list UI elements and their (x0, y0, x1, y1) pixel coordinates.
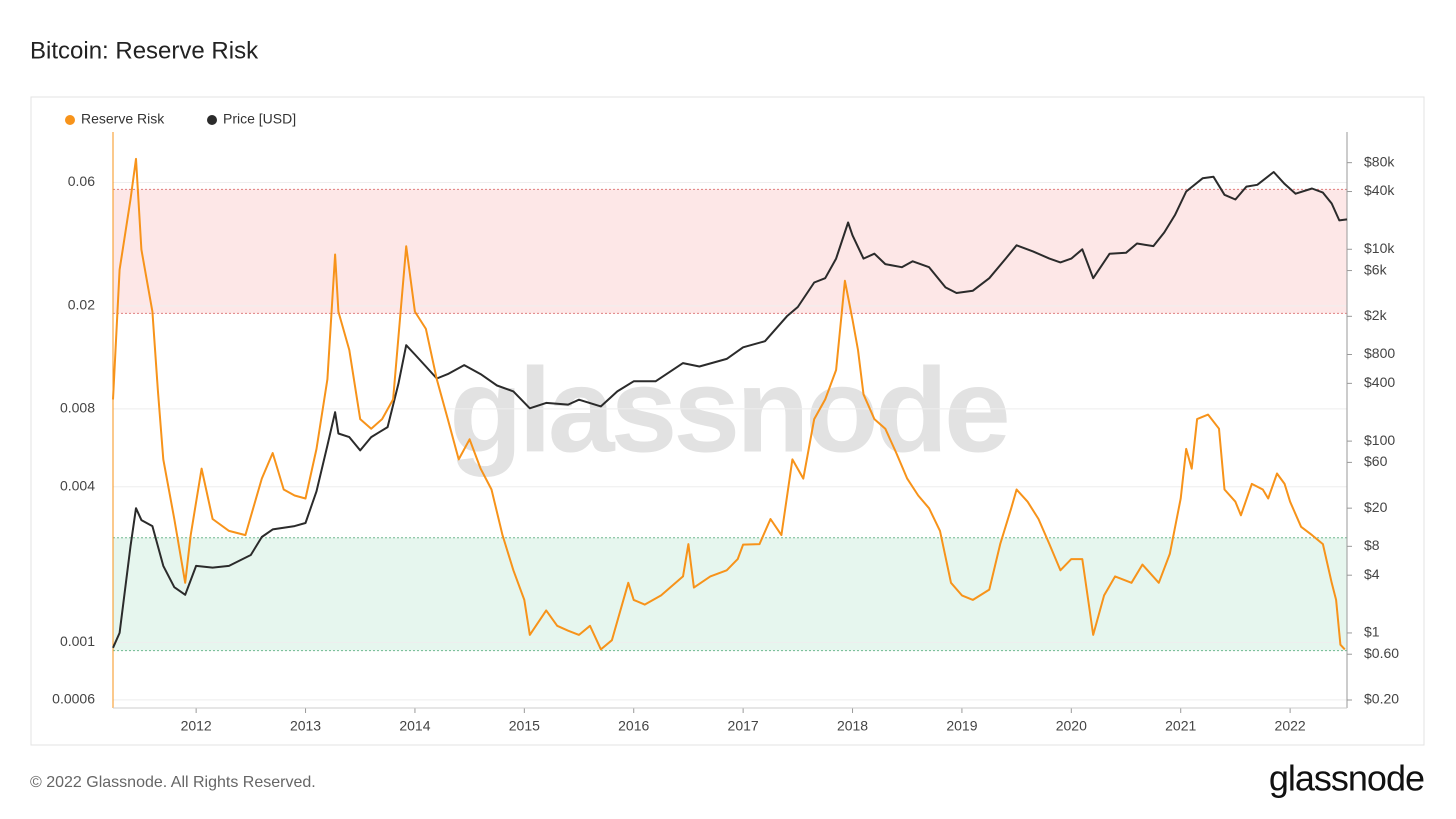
x-tick-label: 2019 (946, 718, 977, 734)
chart-title: Bitcoin: Reserve Risk (30, 37, 259, 64)
legend-item: Price [USD] (207, 111, 296, 127)
series-line (112, 157, 1346, 651)
y2-tick-label: $40k (1364, 182, 1395, 198)
legend-swatch (207, 115, 217, 125)
band (113, 189, 1347, 314)
y2-tick-label: $0.60 (1364, 645, 1399, 661)
x-tick-label: 2021 (1165, 718, 1196, 734)
legend-label: Price [USD] (223, 111, 296, 127)
y2-tick-label: $800 (1364, 345, 1395, 361)
x-tick-label: 2022 (1275, 718, 1306, 734)
x-tick-label: 2018 (837, 718, 868, 734)
x-tick-label: 2015 (509, 718, 540, 734)
y2-tick-label: $80k (1364, 153, 1395, 169)
y2-tick-label: $2k (1364, 307, 1388, 323)
panel-border (30, 96, 1425, 746)
legend-label: Reserve Risk (81, 111, 165, 127)
plot-area: 0.0006 0.001 0.004 0.008 0.02 0.06 $0.20 $0.60 $… (52, 111, 1399, 734)
band (113, 537, 1347, 651)
footer: © 2022 Glassnode. All Rights Reserved. (30, 774, 316, 791)
x-tick-label: 2016 (618, 718, 649, 734)
y2-tick-label: $100 (1364, 432, 1395, 448)
y2-tick-label: $8 (1364, 537, 1380, 553)
watermark: glassnode (449, 344, 1007, 478)
y-tick-label: 0.0006 (52, 691, 95, 707)
y2-tick-label: $10k (1364, 240, 1395, 256)
y-tick-label: 0.008 (60, 400, 95, 416)
series-line (112, 171, 1348, 649)
x-tick-label: 2014 (399, 718, 430, 734)
y-tick-label: 0.004 (60, 477, 95, 493)
y2-tick-label: $1 (1364, 624, 1380, 640)
y2-tick-label: $20 (1364, 499, 1388, 515)
legend-item: Reserve Risk (65, 111, 165, 127)
legend-swatch (65, 115, 75, 125)
y2-tick-label: $400 (1364, 374, 1395, 390)
y2-tick-label: $6k (1364, 261, 1388, 277)
y2-tick-label: $0.20 (1364, 691, 1399, 707)
y-tick-label: 0.02 (68, 297, 95, 313)
x-tick-label: 2013 (290, 718, 321, 734)
x-tick-label: 2012 (181, 718, 212, 734)
x-tick-label: 2017 (728, 718, 759, 734)
x-tick-label: 2020 (1056, 718, 1087, 734)
y2-tick-label: $4 (1364, 566, 1380, 582)
y-tick-label: 0.001 (60, 633, 95, 649)
logo: glassnode (1269, 758, 1424, 799)
y-tick-label: 0.06 (68, 173, 95, 189)
y2-tick-label: $60 (1364, 453, 1388, 469)
